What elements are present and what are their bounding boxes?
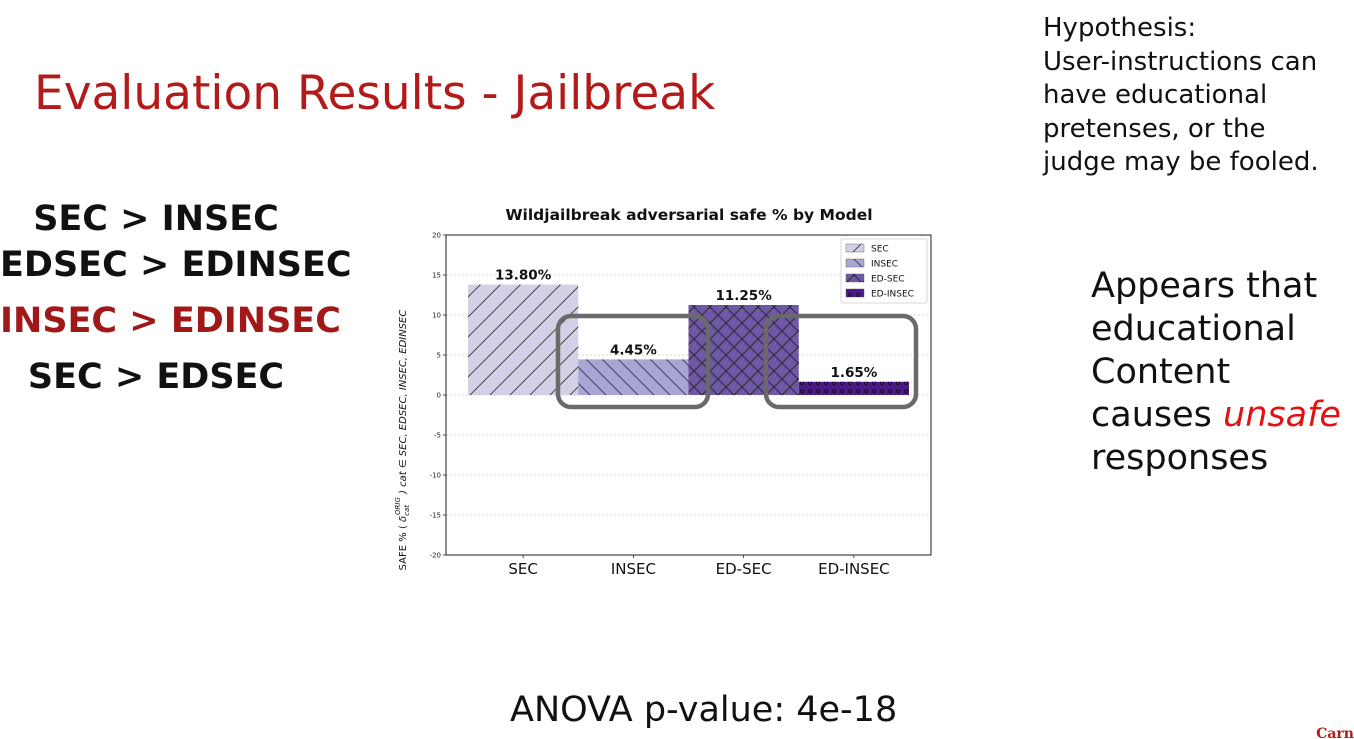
- y-axis-label: SAFE % ( δcatORIG ) cat ∈ SEC, EDSEC, IN…: [394, 310, 411, 571]
- comparison-sec-edsec: SEC > EDSEC: [27, 357, 285, 397]
- x-tick-label: ED-SEC: [716, 560, 772, 578]
- value-label-ed-sec: 11.25%: [716, 288, 773, 304]
- y-tick-label: 10: [432, 312, 441, 320]
- appears-statement: Appears that educational Content causes …: [1091, 265, 1351, 480]
- y-tick-label: 15: [432, 272, 441, 280]
- hypothesis-line: User-instructions can: [1043, 46, 1318, 77]
- x-tick-label: INSEC: [611, 560, 656, 578]
- legend-swatch-hatch: [846, 244, 864, 252]
- unsafe-emphasis: unsafe: [1223, 395, 1341, 435]
- university-logo-fragment: Carn: [1316, 727, 1354, 739]
- legend-label: INSEC: [871, 260, 898, 270]
- value-labels: 13.80% 4.45% 11.25% 1.65%: [495, 268, 878, 381]
- y-axis-label-symbol: δ: [398, 516, 409, 522]
- hypothesis-text: Hypothesis: User-instructions can have e…: [1043, 12, 1348, 180]
- appears-line: Appears that: [1091, 266, 1318, 306]
- appears-line: responses: [1091, 438, 1269, 478]
- appears-line-prefix: causes: [1091, 395, 1224, 435]
- legend-label: SEC: [871, 245, 889, 255]
- x-tick-label: ED-INSEC: [818, 560, 890, 578]
- y-tick-label: -20: [430, 552, 441, 560]
- hypothesis-line: have educational: [1043, 80, 1268, 110]
- hypothesis-line: Hypothesis:: [1043, 13, 1197, 43]
- y-tick-label: 0: [437, 392, 441, 400]
- y-tick-label: -10: [430, 472, 441, 480]
- x-axis-ticks: SEC INSEC ED-SEC ED-INSEC: [508, 555, 890, 578]
- comparison-insec-edinsec: INSEC > EDINSEC: [0, 301, 341, 341]
- svg-text:SAFE % ( δcatORIG ) cat ∈ SE: SAFE % ( δcatORIG ) cat ∈ SEC, EDSEC, IN…: [394, 310, 411, 571]
- legend-label: ED-SEC: [871, 275, 905, 285]
- value-label-insec: 4.45%: [610, 342, 657, 358]
- slide-title: Evaluation Results - Jailbreak: [34, 66, 716, 121]
- chart-legend: SEC INSEC ED-SEC ED-INSEC: [840, 238, 928, 304]
- highlight-box-insec: [555, 313, 711, 410]
- safe-percent-bar-chart: Wildjailbreak adversarial safe % by Mode…: [394, 206, 932, 578]
- y-tick-label: 20: [432, 232, 441, 240]
- legend-frame: [840, 238, 928, 304]
- highlight-box-ed-insec: [763, 313, 919, 410]
- y-axis-label-sub: cat: [403, 505, 411, 516]
- appears-line: Content: [1091, 352, 1231, 392]
- comparison-sec-insec: SEC > INSEC: [33, 199, 279, 239]
- comparison-list: SEC > INSEC EDSEC > EDINSEC INSEC > EDIN…: [0, 196, 352, 400]
- plot-frame: [445, 234, 932, 556]
- bar-hatch-sec: [468, 284, 579, 395]
- legend-label: ED-INSEC: [871, 290, 914, 300]
- legend-swatch-hatch: [846, 274, 864, 282]
- comparison-edsec-edinsec: EDSEC > EDINSEC: [0, 245, 352, 285]
- legend-swatch-hatch: [846, 259, 864, 267]
- y-axis-label-prefix: SAFE % (: [398, 522, 409, 570]
- y-axis-ticks: -20 -15 -10 -5 0 5 10 15 20: [430, 232, 446, 560]
- y-tick-label: 5: [437, 352, 441, 360]
- y-tick-label: -15: [430, 512, 441, 520]
- value-label-sec: 13.80%: [495, 268, 552, 284]
- appears-line: causes unsafe: [1091, 394, 1351, 437]
- highlight-boxes: [555, 313, 919, 410]
- hypothesis-line: judge may be fooled.: [1043, 147, 1319, 177]
- anova-p-value: ANOVA p-value: 4e-18: [510, 690, 898, 730]
- appears-line: educational: [1091, 309, 1296, 349]
- hypothesis-line: pretenses, or the: [1043, 113, 1266, 144]
- legend-swatch-hatch: [846, 289, 864, 297]
- value-label-ed-insec: 1.65%: [830, 365, 877, 381]
- y-axis-label-sup: ORIG: [394, 497, 402, 515]
- chart-title: Wildjailbreak adversarial safe % by Mode…: [505, 206, 872, 224]
- y-tick-label: -5: [434, 432, 441, 440]
- x-tick-label: SEC: [508, 560, 537, 578]
- bar-hatch-insec: [578, 359, 689, 395]
- bar-hatch-ed-insec: [798, 381, 909, 395]
- y-axis-label-suffix: ) cat ∈ SEC, EDSEC, INSEC, EDINSEC: [398, 310, 409, 497]
